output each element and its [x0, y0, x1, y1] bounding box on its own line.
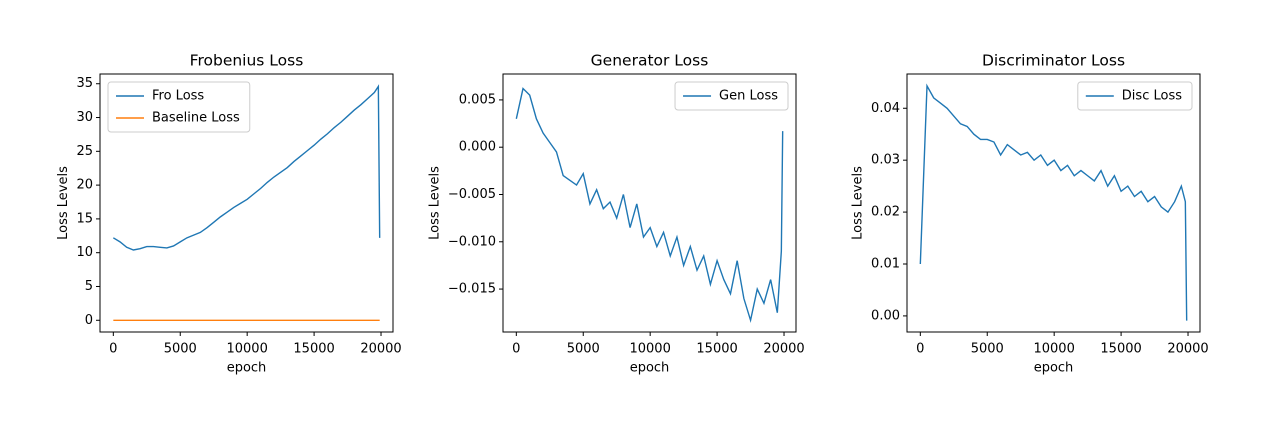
y-tick-label: 0.02	[871, 205, 900, 220]
legend-box	[1077, 81, 1193, 111]
x-tick-label: 5000	[971, 342, 1004, 357]
x-tick-label: 15000	[696, 342, 737, 357]
x-axis-label: epoch	[630, 361, 670, 376]
x-tick-label: 20000	[763, 342, 804, 357]
y-tick-label: 15	[76, 211, 93, 226]
y-axis-label: Loss Levels	[56, 166, 71, 240]
y-tick-label: 10	[76, 245, 93, 260]
x-tick-label: 0	[109, 342, 117, 357]
legend-label: Baseline Loss	[152, 111, 240, 126]
y-tick-label: 0.03	[871, 153, 900, 168]
y-tick-label: 0	[85, 313, 93, 328]
y-tick-label: −0.010	[448, 234, 496, 249]
y-axis-label: Loss Levels	[851, 166, 866, 240]
data-line	[515, 87, 784, 324]
legend-label: Gen Loss	[719, 89, 778, 104]
y-tick-label: 25	[76, 144, 93, 159]
legend-box	[107, 81, 251, 133]
legend-label: Disc Loss	[1122, 89, 1182, 104]
y-tick-label: 0.00	[871, 308, 900, 323]
x-tick-label: 10000	[1033, 342, 1074, 357]
x-axis-label: epoch	[227, 361, 267, 376]
y-tick-label: 0.04	[871, 101, 900, 116]
x-tick-label: 5000	[164, 342, 197, 357]
y-tick-label: 20	[76, 178, 93, 193]
chart-title: Generator Loss	[591, 52, 709, 70]
x-tick-label: 10000	[226, 342, 267, 357]
x-tick-label: 0	[512, 342, 520, 357]
y-tick-label: 35	[76, 76, 93, 91]
legend: Disc Loss	[1077, 81, 1193, 111]
y-tick-label: −0.005	[448, 187, 496, 202]
y-axis-label: Loss Levels	[427, 166, 442, 240]
x-tick-label: 5000	[567, 342, 600, 357]
legend: Fro Loss Baseline Loss	[107, 81, 251, 133]
y-tick-label: −0.015	[448, 282, 496, 297]
axes-frame	[906, 73, 1201, 333]
legend-label: Fro Loss	[152, 89, 204, 104]
data-line	[112, 84, 381, 251]
chart-title: Frobenius Loss	[190, 52, 304, 70]
data-line	[919, 83, 1188, 321]
x-tick-label: 20000	[360, 342, 401, 357]
x-tick-label: 15000	[1100, 342, 1141, 357]
x-tick-label: 15000	[293, 342, 334, 357]
y-tick-label: 0.01	[871, 256, 900, 271]
axes-frame	[99, 73, 394, 333]
x-tick-label: 10000	[629, 342, 670, 357]
x-tick-label: 0	[916, 342, 924, 357]
x-axis-label: epoch	[1034, 361, 1074, 376]
y-tick-label: 30	[76, 110, 93, 125]
axes-frame	[502, 73, 797, 333]
y-tick-label: 0.005	[459, 92, 496, 107]
y-tick-label: 5	[85, 279, 93, 294]
legend: Gen Loss	[674, 81, 789, 111]
y-tick-label: 0.000	[459, 140, 496, 155]
chart-title: Discriminator Loss	[982, 52, 1125, 70]
legend-box	[674, 81, 789, 111]
x-tick-label: 20000	[1167, 342, 1208, 357]
